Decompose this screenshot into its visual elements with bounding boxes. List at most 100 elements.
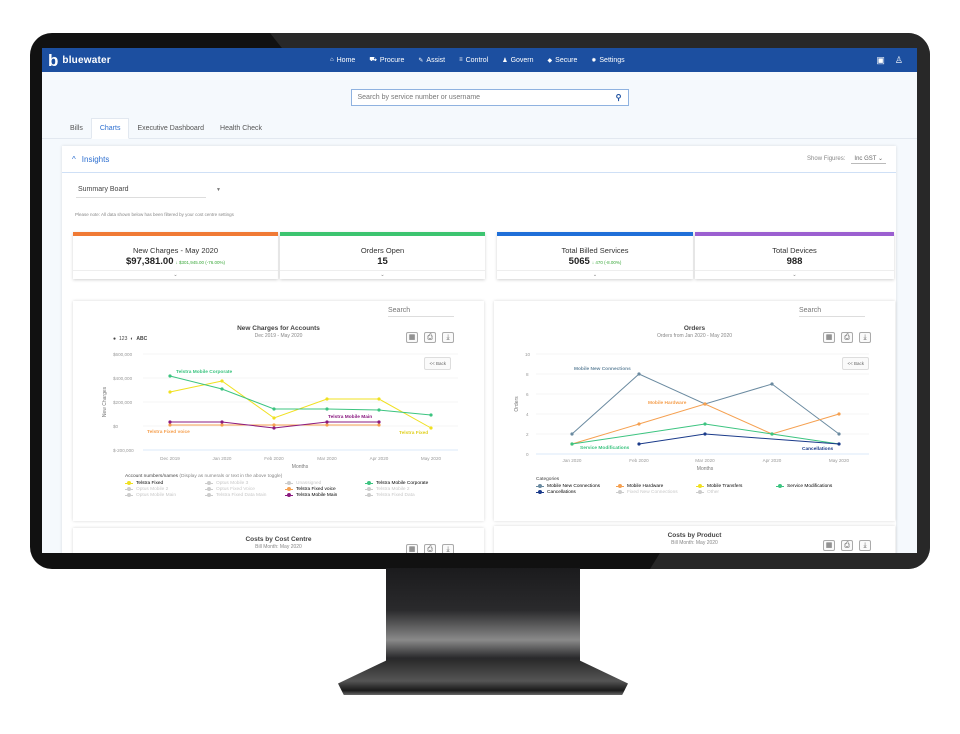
legend-item[interactable]: Telstra Fixed Data <box>365 493 445 498</box>
nav-control[interactable]: ≡ Control <box>459 56 488 64</box>
service-search-input[interactable]: Search by service number or username ⚲ <box>350 89 629 106</box>
kpi-expand-button[interactable]: ⌄ <box>73 270 278 279</box>
chart-search-input[interactable]: Search <box>799 307 865 317</box>
kpi-expand-button[interactable]: ⌄ <box>695 270 894 279</box>
page-tabs: Bills Charts Executive Dashboard Health … <box>42 114 917 139</box>
monitor-stand <box>338 568 628 698</box>
chart-back-button[interactable]: << Back <box>842 357 869 370</box>
print-icon[interactable]: ⎙ <box>841 540 853 551</box>
chart-subtitle: Bill Month: May 2020 <box>671 540 718 546</box>
kpi-title: New Charges - May 2020 <box>132 246 219 255</box>
svg-text:Cancellations: Cancellations <box>802 446 834 452</box>
book-icon[interactable]: ▣ <box>876 54 885 65</box>
legend-item[interactable]: Fixed New Connections <box>616 490 696 495</box>
download-icon[interactable]: ⤓ <box>859 540 871 551</box>
kpi-orders-open: Orders Open 15 ⌄ <box>280 232 485 279</box>
legend-item[interactable]: Cancellations <box>536 490 616 495</box>
svg-text:May 2020: May 2020 <box>421 456 442 461</box>
toggle-numeric-label: 123 <box>119 336 128 342</box>
svg-text:Months: Months <box>697 466 714 472</box>
legend-label: Optus Mobile Main <box>136 493 176 498</box>
wrench-icon: ✎ <box>418 57 424 64</box>
show-figures-select[interactable]: Inc GST ⌄ <box>851 154 886 164</box>
download-icon[interactable]: ⤓ <box>442 332 454 343</box>
tab-health-check[interactable]: Health Check <box>220 125 263 132</box>
summary-board-select[interactable]: Summary Board ▼ <box>76 182 221 198</box>
legend-item[interactable]: Optus Fixed Voice <box>205 487 285 492</box>
legend-item[interactable]: Unassigned <box>285 481 365 486</box>
toggle-switch-icon[interactable]: ◐ <box>130 336 134 342</box>
print-icon[interactable]: ⎙ <box>841 332 853 343</box>
print-icon[interactable]: ⎙ <box>424 544 436 553</box>
brand[interactable]: b bluewater <box>48 52 318 69</box>
chart-tools: ▦ ⎙ ⤓ <box>823 332 871 343</box>
legend-label: Fixed New Connections <box>627 490 678 495</box>
nav-procure[interactable]: ⛟ Procure <box>369 56 404 64</box>
legend-item[interactable]: Mobile New Connections <box>536 484 616 489</box>
chart-title: Costs by Product <box>667 532 722 539</box>
legend-item[interactable]: Telstra Fixed <box>125 481 205 486</box>
search-icon[interactable]: ⚲ <box>615 93 622 102</box>
nav-procure-label: Procure <box>379 56 405 64</box>
gear-icon: ✹ <box>591 57 597 64</box>
kpi-expand-button[interactable]: ⌄ <box>497 270 693 279</box>
nav-govern[interactable]: ♟ Govern <box>502 56 533 64</box>
legend-item[interactable]: Telstra Mobile 2 <box>365 487 445 492</box>
print-icon[interactable]: ⎙ <box>424 332 436 343</box>
legend-label: Mobile Hardware <box>627 484 664 489</box>
user-tie-icon: ♟ <box>502 57 508 64</box>
table-view-icon[interactable]: ▦ <box>823 540 835 551</box>
nav-settings[interactable]: ✹ Settings <box>591 56 624 64</box>
legend-item[interactable]: Service Modifications <box>776 484 856 489</box>
svg-text:10: 10 <box>525 352 531 357</box>
nav-secure-label: Secure <box>555 56 578 64</box>
legend-item[interactable]: Other <box>696 490 776 495</box>
download-icon[interactable]: ⤓ <box>859 332 871 343</box>
tab-charts[interactable]: Charts <box>90 118 130 139</box>
legend-item[interactable]: Optus Mobile 3 <box>205 481 285 486</box>
kpi-value-row: 5065 ↓ 470 (-8.00%) <box>497 256 693 267</box>
svg-text:Telstra Mobile Corporate: Telstra Mobile Corporate <box>176 369 232 375</box>
table-view-icon[interactable]: ▦ <box>823 332 835 343</box>
chart-back-button[interactable]: << Back <box>424 357 451 370</box>
nav-home[interactable]: ⌂ Home <box>330 56 355 64</box>
legend-item[interactable]: Optus Mobile Main <box>125 493 205 498</box>
legend-marker-icon <box>776 484 784 488</box>
legend-marker-icon <box>365 481 373 485</box>
svg-text:$0: $0 <box>113 424 119 429</box>
nav-secure[interactable]: ◆ Secure <box>548 56 578 64</box>
nav-assist-label: Assist <box>426 56 446 64</box>
legend-item[interactable]: Mobile Hardware <box>616 484 696 489</box>
tab-executive-dashboard[interactable]: Executive Dashboard <box>137 125 205 132</box>
chart-title: New Charges for Accounts <box>237 325 320 332</box>
svg-text:4: 4 <box>526 412 529 417</box>
nav-assist[interactable]: ✎ Assist <box>418 56 445 64</box>
chart-tools: ▦ ⎙ ⤓ <box>406 544 454 553</box>
kpi-value: 15 <box>377 256 388 267</box>
table-view-icon[interactable]: ▦ <box>406 332 418 343</box>
legend-item[interactable]: Telstra Mobile Main <box>285 493 365 498</box>
legend-item[interactable]: Mobile Transfers <box>696 484 776 489</box>
insights-collapse-toggle[interactable]: ^ Insights <box>72 155 109 164</box>
nav-govern-label: Govern <box>510 56 534 64</box>
tab-bills[interactable]: Bills <box>70 125 83 132</box>
legend-item[interactable]: Optus Mobile 2 <box>125 487 205 492</box>
download-icon[interactable]: ⤓ <box>442 544 454 553</box>
svg-text:$-200,000: $-200,000 <box>113 448 134 453</box>
kpi-expand-button[interactable]: ⌄ <box>280 270 485 279</box>
chart-search-input[interactable]: Search <box>388 307 454 317</box>
table-view-icon[interactable]: ▦ <box>406 544 418 553</box>
user-icon[interactable]: ♙ <box>894 54 903 65</box>
svg-text:$400,000: $400,000 <box>113 376 133 381</box>
chart-subtitle: Bill Month: May 2020 <box>255 544 302 550</box>
kpi-value: 5065 <box>568 256 590 267</box>
numeral-text-toggle[interactable]: ● 123 ◐ ABC <box>113 336 147 342</box>
legend-item[interactable]: Telstra Fixed voice <box>285 487 365 492</box>
caret-down-icon: ▼ <box>216 186 221 193</box>
legend-item[interactable]: Telstra Mobile Corporate <box>365 481 445 486</box>
search-row: Search by service number or username ⚲ <box>42 72 917 106</box>
legend-item[interactable]: Telstra Fixed Data Main <box>205 493 285 498</box>
legend-marker-icon <box>205 493 213 497</box>
legend-marker-icon <box>536 490 544 494</box>
